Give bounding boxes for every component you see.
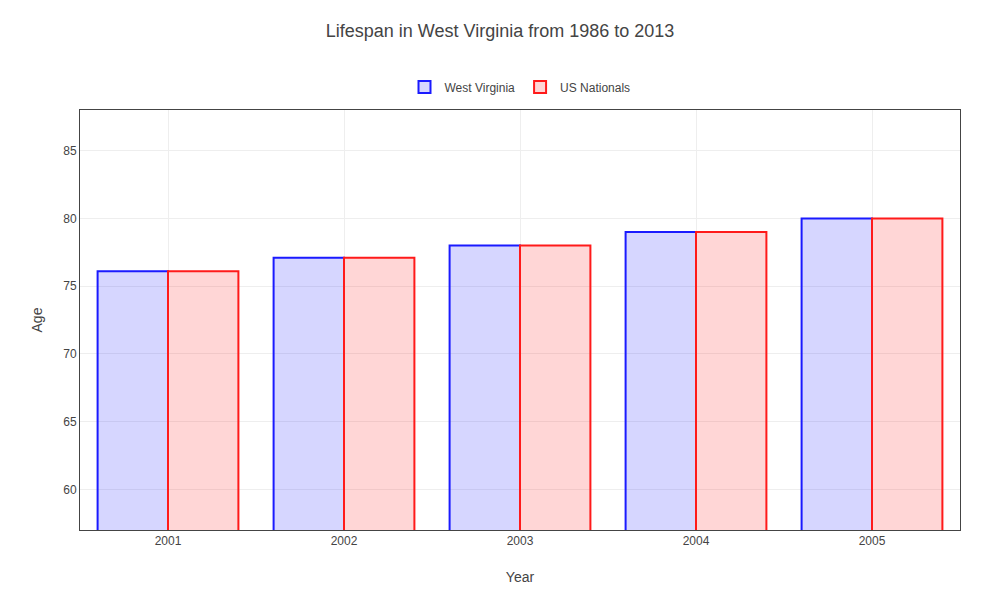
svg-text:75: 75 <box>63 279 77 293</box>
svg-text:US Nationals: US Nationals <box>560 81 630 95</box>
svg-text:West Virginia: West Virginia <box>445 81 516 95</box>
svg-text:2004: 2004 <box>683 534 710 548</box>
svg-text:2001: 2001 <box>155 534 182 548</box>
svg-text:60: 60 <box>63 483 77 497</box>
svg-text:Lifespan in West Virginia from: Lifespan in West Virginia from 1986 to 2… <box>326 21 675 41</box>
svg-text:65: 65 <box>63 415 77 429</box>
svg-text:2002: 2002 <box>331 534 358 548</box>
svg-text:70: 70 <box>63 347 77 361</box>
svg-text:85: 85 <box>63 144 77 158</box>
svg-text:80: 80 <box>63 212 77 226</box>
svg-text:2003: 2003 <box>507 534 534 548</box>
svg-text:2005: 2005 <box>859 534 886 548</box>
svg-text:Age: Age <box>29 307 45 332</box>
svg-text:Year: Year <box>506 569 535 585</box>
